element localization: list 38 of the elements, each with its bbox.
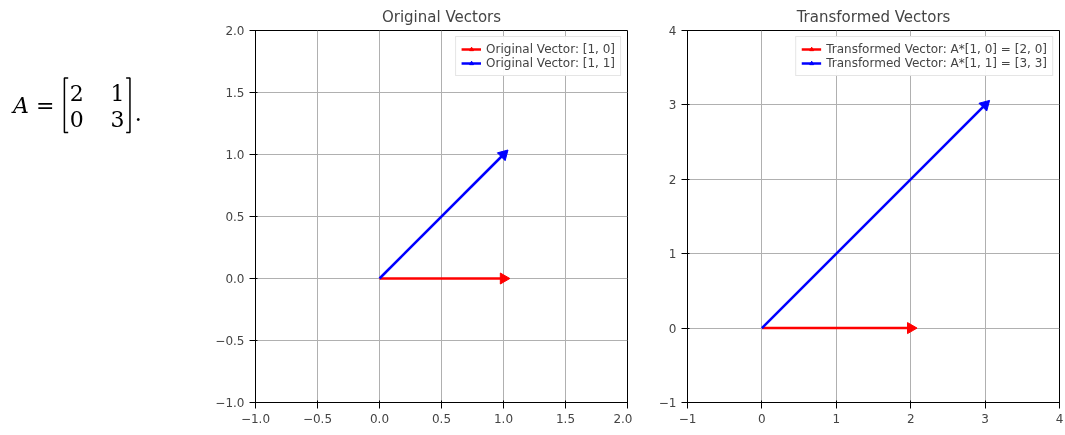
y-tick-label: −1.0 [215,396,245,410]
y-tick-label: 2 [668,172,677,187]
x-tick-label: 3 [981,411,989,426]
y-tick-label: 0.5 [225,210,245,224]
y-tick-label: 0.0 [225,272,245,286]
legend-label: Original Vector: [1, 1] [486,56,615,70]
y-tick-label: 2.0 [225,24,245,38]
x-tick-label: 0 [758,411,766,426]
legend-label: Transformed Vector: A*[1, 1] = [3, 3] [826,56,1047,70]
text: 3 [110,106,125,132]
y-tick-label: 3 [668,98,677,113]
y-tick-label: 1.0 [225,148,245,162]
text: . [134,100,142,126]
y-tick-label: 4 [668,24,677,38]
x-tick-label: −0.5 [302,411,333,426]
x-tick-label: −1 [678,411,697,426]
x-tick-label: 2.0 [613,411,633,426]
legend-label: Transformed Vector: A*[1, 0] = [2, 0] [826,42,1047,56]
y-tick-label: −1 [658,396,677,410]
x-tick-label: 1 [832,411,841,426]
text: 2 [69,80,84,106]
text: A = [11,93,55,119]
x-tick-label: 1.0 [493,411,514,426]
chart-title: Transformed Vectors [795,7,951,26]
y-tick-label: 0 [668,321,677,336]
x-tick-label: 0.0 [369,411,390,426]
chart-title: Original Vectors [381,7,502,26]
y-tick-label: 1 [668,247,677,262]
text: 1 [110,80,125,106]
x-tick-label: 4 [1055,411,1064,426]
x-tick-label: 0.5 [431,411,452,426]
x-tick-label: 2 [906,411,915,426]
y-tick-label: −0.5 [215,334,245,348]
legend-label: Original Vector: [1, 0] [486,42,615,56]
x-tick-label: 1.5 [555,411,576,426]
x-tick-label: −1.0 [240,411,271,426]
y-tick-label: 1.5 [225,86,245,100]
text: 0 [69,106,84,132]
